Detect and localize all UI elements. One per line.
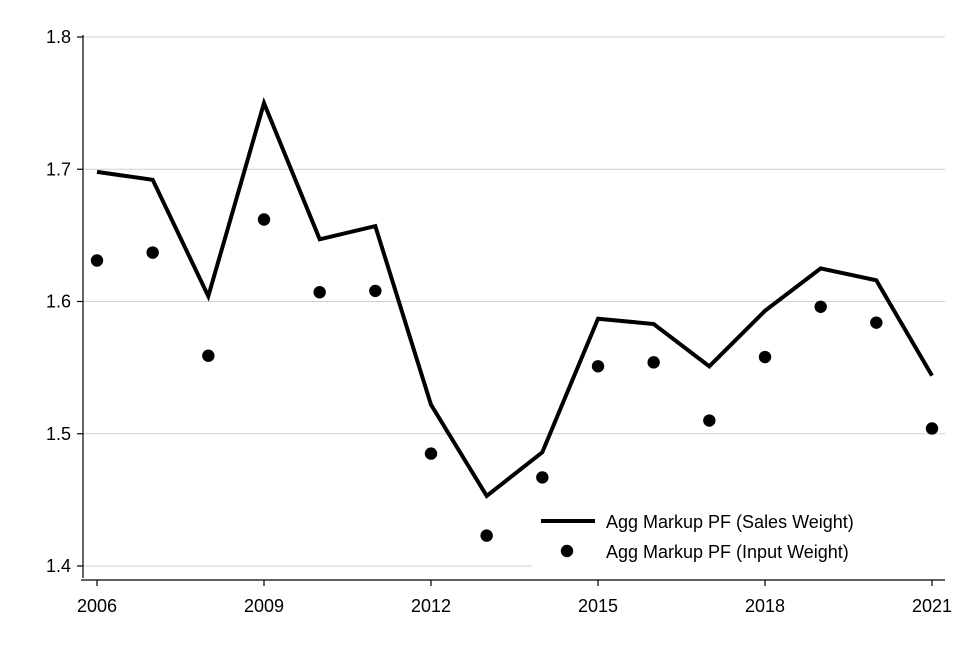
legend-label-input-weight: Agg Markup PF (Input Weight): [606, 542, 849, 562]
data-point-input-weight: [870, 316, 883, 329]
data-point-input-weight: [703, 414, 716, 427]
x-tick-label: 2012: [411, 596, 451, 616]
data-point-input-weight: [591, 360, 605, 373]
data-point-input-weight: [758, 350, 772, 364]
x-tick-label: 2009: [244, 596, 284, 616]
x-tick-label: 2018: [745, 596, 785, 616]
x-tick-label: 2021: [912, 596, 952, 616]
x-tick-label: 2015: [578, 596, 618, 616]
plot-area: [90, 97, 939, 542]
data-point-input-weight: [424, 447, 438, 460]
data-point-input-weight: [202, 349, 215, 362]
x-tick-label: 2006: [77, 596, 117, 616]
data-point-input-weight: [257, 213, 271, 226]
series-line-sales-weight: [96, 97, 934, 499]
legend-box: [532, 504, 945, 576]
data-point-input-weight: [814, 300, 827, 313]
data-point-input-weight: [536, 471, 549, 484]
y-tick-label: 1.7: [46, 159, 71, 179]
data-point-input-weight: [925, 422, 939, 435]
y-tick-label: 1.4: [46, 556, 71, 576]
data-point-input-weight: [146, 246, 159, 259]
y-tick-label: 1.6: [46, 292, 71, 312]
data-point-input-weight: [90, 254, 104, 267]
legend-key-input-weight: [560, 544, 574, 558]
y-tick-label: 1.5: [46, 424, 71, 444]
axes: 1.4 1.5 1.6 1.7 1.8 2006 2009 2012 2015 2018 2021: [46, 27, 952, 616]
y-tick-label: 1.8: [46, 27, 71, 47]
data-point-input-weight: [369, 284, 382, 298]
data-point-input-weight: [647, 356, 660, 369]
data-point-input-weight: [313, 286, 326, 299]
data-point-input-weight: [480, 529, 493, 542]
legend-label-sales-weight: Agg Markup PF (Sales Weight): [606, 512, 854, 532]
legend: Agg Markup PF (Sales Weight) Agg Markup P…: [532, 504, 945, 576]
